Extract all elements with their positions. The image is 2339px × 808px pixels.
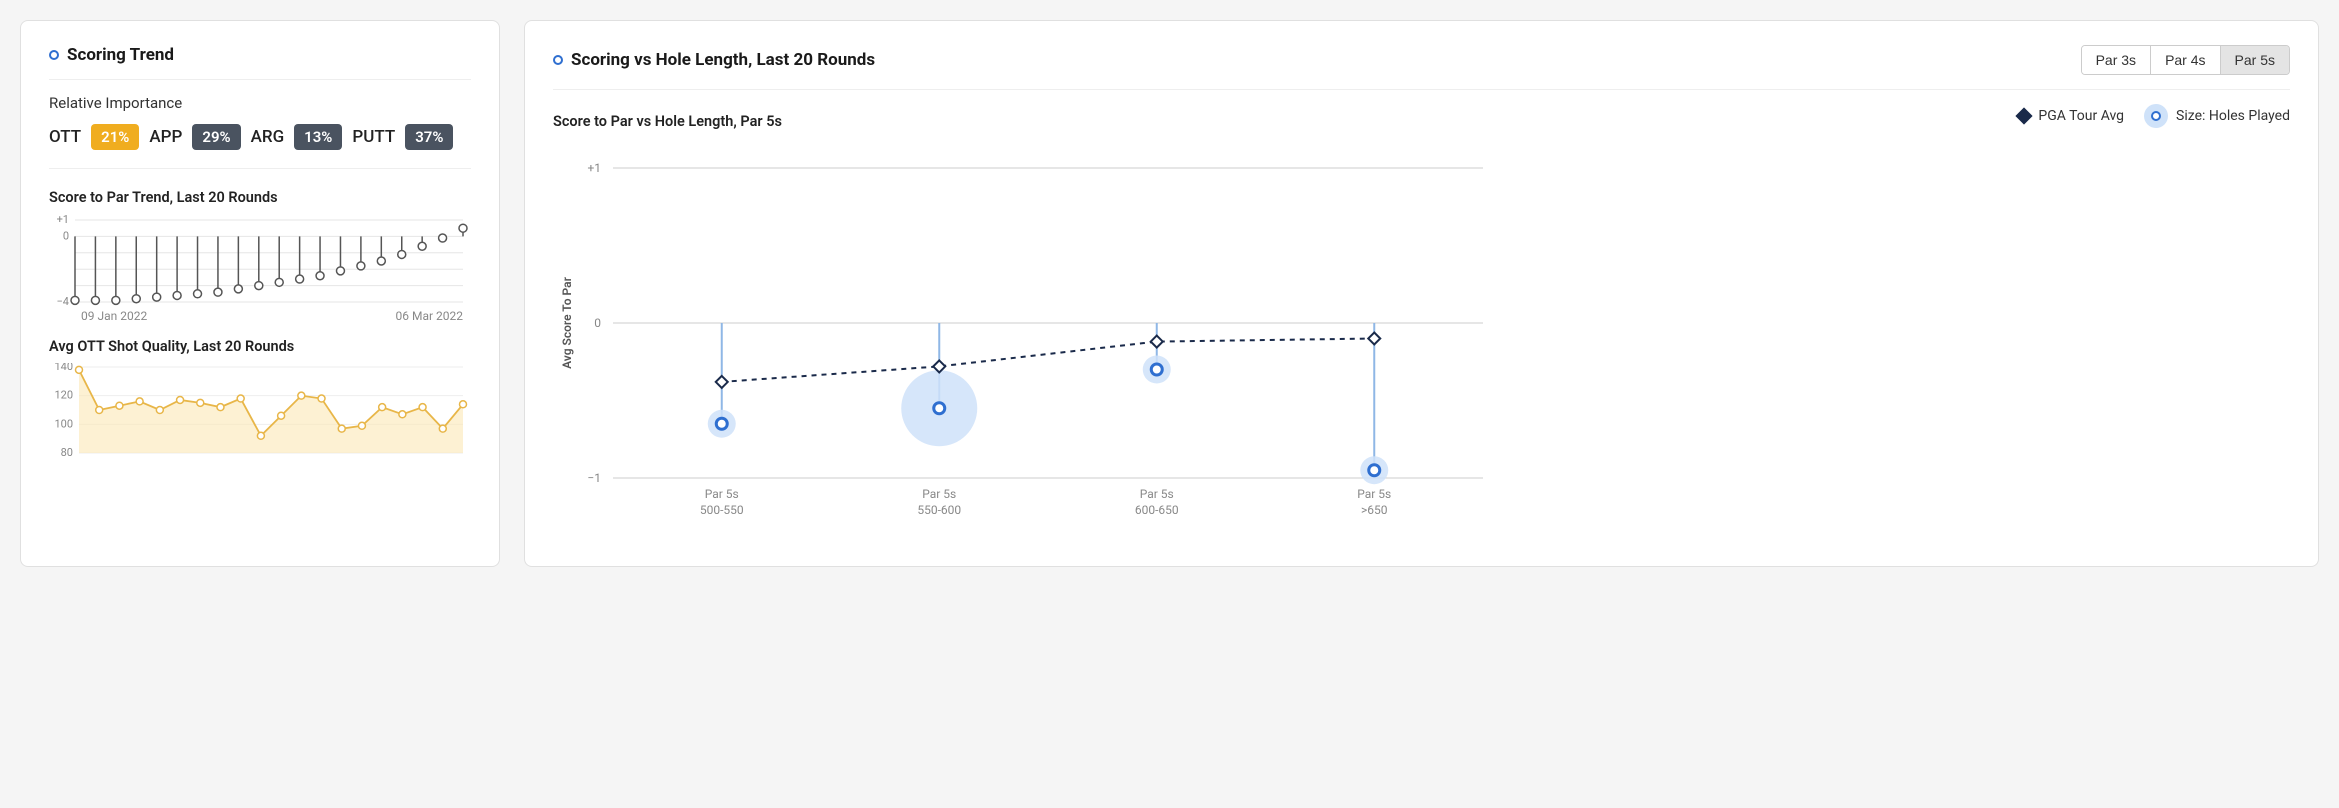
par-button-par-5s[interactable]: Par 5s (2220, 46, 2289, 74)
svg-text:−1: −1 (587, 471, 601, 485)
card-title-text: Scoring vs Hole Length, Last 20 Rounds (571, 50, 875, 70)
svg-text:09 Jan 2022: 09 Jan 2022 (81, 309, 147, 323)
svg-text:120: 120 (54, 389, 73, 402)
importance-badge-ott: 21% (91, 124, 139, 150)
subheader-row: Score to Par vs Hole Length, Par 5s PGA … (553, 104, 2290, 138)
ott-chart-title: Avg OTT Shot Quality, Last 20 Rounds (49, 338, 471, 355)
svg-text:Par 5s: Par 5s (705, 487, 739, 501)
svg-text:Par 5s: Par 5s (1140, 487, 1174, 501)
card-title: Scoring Trend (49, 45, 471, 80)
legend: PGA Tour Avg Size: Holes Played (2018, 104, 2290, 128)
svg-text:+1: +1 (57, 214, 69, 226)
importance-label-putt: PUTT (352, 127, 395, 147)
importance-label-ott: OTT (49, 127, 81, 147)
svg-text:0: 0 (594, 316, 601, 330)
ott-chart: 140 120 100 80 (49, 363, 471, 483)
card-header-row: Scoring vs Hole Length, Last 20 Rounds P… (553, 45, 2290, 90)
importance-badge-putt: 37% (405, 124, 453, 150)
scoring-trend-card: Scoring Trend Relative Importance OTT 21%… (20, 20, 500, 567)
par-button-group: Par 3sPar 4sPar 5s (2081, 45, 2290, 75)
trend-chart: +1 0 −4 09 Jan 2022 06 Mar 2022 (49, 214, 471, 324)
importance-label: Relative Importance (49, 94, 471, 112)
ring-icon (553, 55, 563, 65)
trend-chart-title: Score to Par Trend, Last 20 Rounds (49, 189, 471, 206)
hole-length-chart: +1 0 −1 Avg Score To Par Par 5s 500-550 Par 5s… (553, 148, 2290, 528)
legend-size-label: Size: Holes Played (2176, 108, 2290, 124)
svg-text:100: 100 (54, 417, 73, 430)
legend-pga-label: PGA Tour Avg (2038, 108, 2124, 124)
svg-text:Avg Score To Par: Avg Score To Par (560, 276, 574, 369)
importance-badge-arg: 13% (294, 124, 342, 150)
par-button-par-3s[interactable]: Par 3s (2082, 46, 2150, 74)
svg-text:550-600: 550-600 (917, 503, 961, 517)
svg-text:500-550: 500-550 (700, 503, 744, 517)
svg-text:600-650: 600-650 (1135, 503, 1179, 517)
importance-label-app: APP (149, 127, 182, 147)
svg-text:+1: +1 (587, 161, 601, 175)
svg-text:Par 5s: Par 5s (922, 487, 956, 501)
svg-text:>650: >650 (1361, 503, 1388, 517)
svg-text:0: 0 (63, 229, 69, 242)
legend-pga: PGA Tour Avg (2018, 108, 2124, 124)
card-title: Scoring vs Hole Length, Last 20 Rounds (553, 50, 875, 70)
importance-label-arg: ARG (251, 127, 285, 147)
legend-size: Size: Holes Played (2144, 104, 2290, 128)
svg-text:140: 140 (54, 363, 73, 373)
svg-text:80: 80 (61, 446, 73, 459)
card-title-text: Scoring Trend (67, 45, 174, 65)
importance-badge-app: 29% (192, 124, 240, 150)
svg-text:Par 5s: Par 5s (1357, 487, 1391, 501)
bubble-icon (2144, 104, 2168, 128)
ring-icon (49, 50, 59, 60)
hole-length-card: Scoring vs Hole Length, Last 20 Rounds P… (524, 20, 2319, 567)
diamond-icon (2016, 108, 2033, 125)
importance-row: OTT 21% APP 29% ARG 13% PUTT 37% (49, 124, 471, 169)
svg-text:−4: −4 (57, 295, 69, 308)
sub-title: Score to Par vs Hole Length, Par 5s (553, 113, 782, 130)
svg-text:06 Mar 2022: 06 Mar 2022 (396, 309, 464, 323)
par-button-par-4s[interactable]: Par 4s (2150, 46, 2219, 74)
